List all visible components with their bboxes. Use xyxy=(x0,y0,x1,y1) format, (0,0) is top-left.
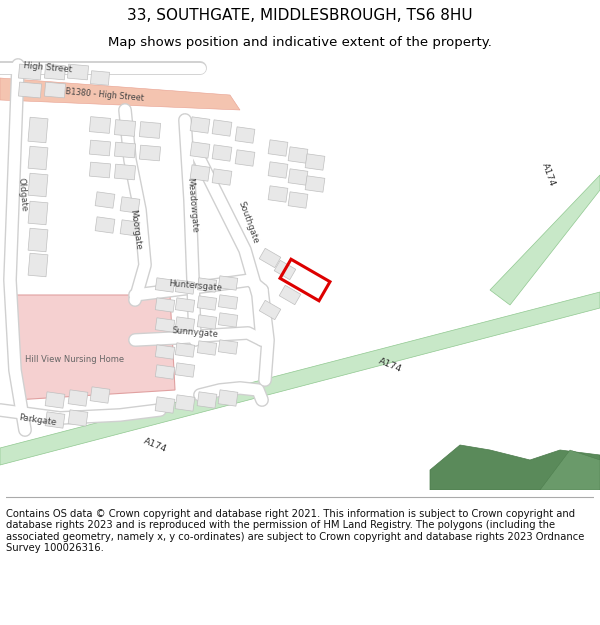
Bar xyxy=(139,145,161,161)
Text: A174: A174 xyxy=(142,436,168,454)
Bar xyxy=(68,410,88,426)
Bar xyxy=(155,365,175,379)
Text: A174: A174 xyxy=(539,162,556,188)
Bar xyxy=(218,312,238,328)
Bar xyxy=(115,119,136,136)
Bar xyxy=(190,165,210,181)
Bar xyxy=(120,220,140,236)
Bar xyxy=(197,392,217,408)
Bar xyxy=(95,192,115,208)
Bar xyxy=(218,390,238,406)
Text: 33, SOUTHGATE, MIDDLESBROUGH, TS6 8HU: 33, SOUTHGATE, MIDDLESBROUGH, TS6 8HU xyxy=(127,8,473,23)
Bar xyxy=(235,127,255,143)
Text: Sunnygate: Sunnygate xyxy=(172,326,218,339)
Bar xyxy=(190,142,210,158)
Bar xyxy=(268,186,288,202)
Bar xyxy=(197,315,217,329)
Polygon shape xyxy=(15,295,175,400)
Bar xyxy=(139,122,161,138)
Bar xyxy=(175,342,195,357)
Bar xyxy=(280,259,330,301)
Text: B1380 - High Street: B1380 - High Street xyxy=(65,87,145,103)
Bar xyxy=(115,142,136,158)
Bar xyxy=(212,145,232,161)
Bar xyxy=(190,117,210,133)
Bar xyxy=(67,64,89,80)
Bar xyxy=(155,278,175,292)
Polygon shape xyxy=(490,175,600,305)
Bar xyxy=(44,64,65,80)
Bar xyxy=(89,140,110,156)
Bar xyxy=(115,164,136,180)
Bar xyxy=(28,228,48,252)
Bar xyxy=(218,340,238,354)
Bar xyxy=(45,412,65,428)
Bar xyxy=(19,64,41,80)
Bar xyxy=(212,169,232,185)
Bar xyxy=(259,248,281,268)
Polygon shape xyxy=(0,78,240,110)
Text: Hill View Nursing Home: Hill View Nursing Home xyxy=(25,356,125,364)
Text: Parkgate: Parkgate xyxy=(19,413,58,427)
Text: A174: A174 xyxy=(377,356,403,374)
Bar xyxy=(259,300,281,320)
Bar xyxy=(155,345,175,359)
Bar xyxy=(175,280,195,294)
Text: Oldgate: Oldgate xyxy=(16,177,28,212)
Bar xyxy=(175,298,195,312)
Bar xyxy=(175,395,195,411)
Bar xyxy=(89,117,110,133)
Text: Southgate: Southgate xyxy=(236,199,260,244)
Text: Map shows position and indicative extent of the property.: Map shows position and indicative extent… xyxy=(108,36,492,49)
Bar xyxy=(197,278,217,292)
Bar xyxy=(279,285,301,305)
Bar xyxy=(28,146,48,170)
Bar xyxy=(197,296,217,310)
Bar xyxy=(28,118,48,142)
Text: Meadowgate: Meadowgate xyxy=(185,177,199,233)
Bar xyxy=(45,392,65,408)
Text: Huntersgate: Huntersgate xyxy=(168,279,222,293)
Bar xyxy=(218,295,238,309)
Text: Contains OS data © Crown copyright and database right 2021. This information is : Contains OS data © Crown copyright and d… xyxy=(6,509,584,553)
Text: High Street: High Street xyxy=(23,61,73,74)
Bar xyxy=(120,197,140,213)
Bar xyxy=(28,201,48,225)
Bar xyxy=(288,147,308,163)
Bar xyxy=(19,82,41,98)
Bar xyxy=(288,192,308,208)
Bar xyxy=(268,162,288,178)
Bar xyxy=(90,387,110,403)
Bar xyxy=(235,150,255,166)
Bar xyxy=(218,276,238,290)
Bar xyxy=(155,298,175,312)
Bar xyxy=(28,173,48,197)
Bar xyxy=(28,253,48,277)
Bar xyxy=(89,162,110,178)
Bar xyxy=(95,217,115,233)
Bar xyxy=(68,390,88,406)
Text: Moorgate: Moorgate xyxy=(128,209,142,251)
Bar xyxy=(305,176,325,192)
Bar xyxy=(91,71,110,85)
Bar xyxy=(197,341,217,355)
Bar xyxy=(175,317,195,331)
Bar xyxy=(175,362,195,378)
Bar xyxy=(155,397,175,413)
Bar xyxy=(268,140,288,156)
Polygon shape xyxy=(540,450,600,490)
Bar xyxy=(44,82,65,98)
Bar xyxy=(274,260,296,280)
Bar xyxy=(288,169,308,185)
Polygon shape xyxy=(430,445,600,490)
Bar xyxy=(155,318,175,332)
Bar xyxy=(212,120,232,136)
Bar xyxy=(305,154,325,170)
Polygon shape xyxy=(0,292,600,465)
